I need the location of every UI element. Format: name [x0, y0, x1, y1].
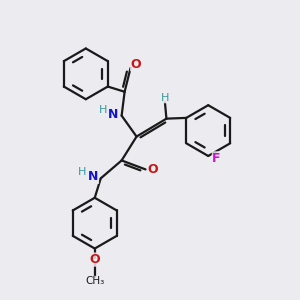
- Text: F: F: [212, 152, 221, 165]
- Text: N: N: [108, 108, 119, 121]
- Text: H: H: [99, 105, 107, 115]
- Text: O: O: [89, 253, 100, 266]
- Text: CH₃: CH₃: [85, 276, 104, 286]
- Text: N: N: [88, 170, 98, 183]
- Text: O: O: [131, 58, 141, 71]
- Text: H: H: [78, 167, 86, 177]
- Text: O: O: [148, 163, 158, 176]
- Text: H: H: [161, 93, 169, 103]
